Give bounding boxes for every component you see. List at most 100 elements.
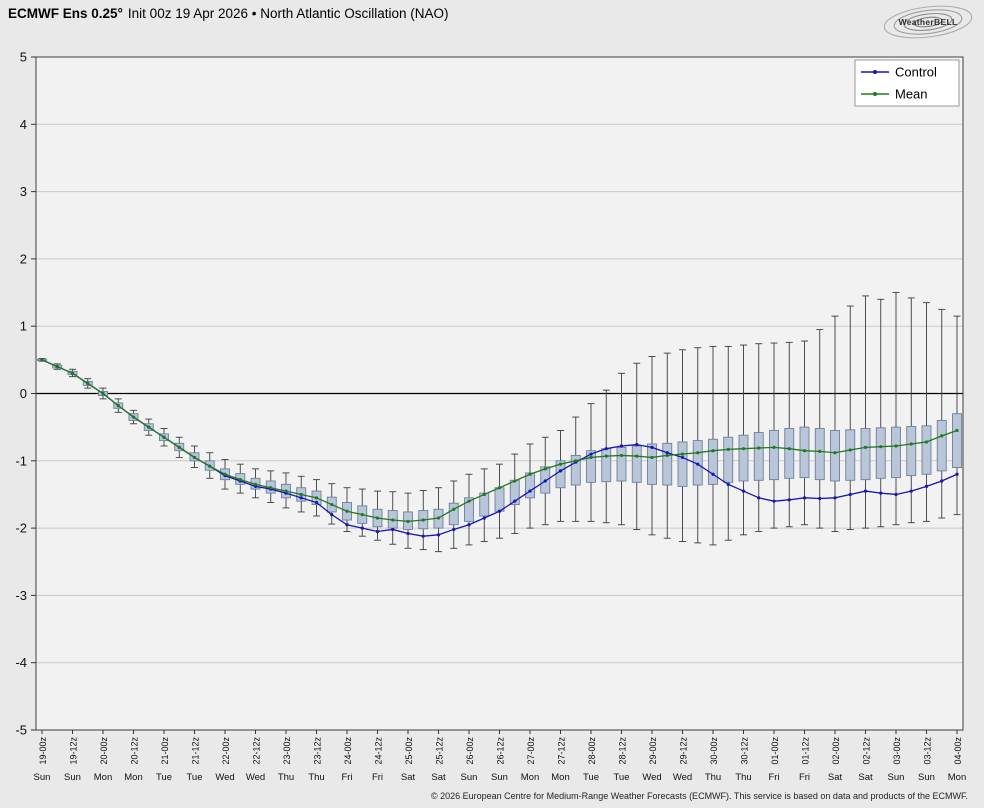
ensemble-box <box>738 434 749 482</box>
marker-dot <box>787 498 791 502</box>
marker-dot <box>284 489 288 493</box>
ensemble-box <box>662 442 673 486</box>
marker-dot <box>696 462 700 466</box>
x-tick-time-label: 28-00z <box>587 737 597 765</box>
marker-dot <box>909 442 913 446</box>
x-tick-day-label: Fri <box>372 772 383 783</box>
marker-dot <box>619 444 624 448</box>
marker-dot <box>848 492 852 497</box>
x-tick-day-label: Wed <box>673 772 692 783</box>
x-tick-time-label: 03-12z <box>923 737 933 765</box>
x-tick-time-label: 23-12z <box>313 737 323 765</box>
marker-dot <box>406 531 410 536</box>
x-tick-time-label: 29-12z <box>679 737 689 765</box>
marker-dot <box>436 533 441 537</box>
ensemble-box <box>616 446 627 482</box>
marker-dot <box>345 509 349 513</box>
marker-dot <box>86 381 90 386</box>
x-tick-time-label: 28-12z <box>618 737 628 765</box>
marker-dot <box>589 455 593 460</box>
marker-dot <box>924 440 929 444</box>
marker-dot <box>253 482 258 486</box>
marker-dot <box>238 478 242 482</box>
x-tick-day-label: Fri <box>799 772 810 783</box>
x-tick-time-label: 22-00z <box>221 737 231 765</box>
marker-dot <box>70 371 75 375</box>
weatherbell-logo: WeatherBELL <box>880 1 976 52</box>
x-tick-day-label: Wed <box>642 772 661 783</box>
x-tick-time-label: 26-00z <box>465 737 475 765</box>
y-tick-label: -4 <box>15 655 27 670</box>
x-tick-day-label: Thu <box>308 772 324 783</box>
marker-dot <box>467 523 471 527</box>
weatherbell-logo-text: WeatherBELL <box>899 17 958 27</box>
x-tick-time-label: 21-00z <box>160 737 170 765</box>
marker-dot <box>314 500 319 505</box>
x-tick-day-label: Sat <box>858 772 873 783</box>
x-tick-time-label: 26-12z <box>496 737 506 765</box>
x-tick-time-label: 24-00z <box>343 737 353 765</box>
marker-dot <box>513 499 517 503</box>
marker-dot <box>787 447 791 451</box>
marker-dot <box>574 459 578 463</box>
marker-dot <box>55 364 59 369</box>
x-tick-day-label: Sun <box>64 772 81 783</box>
x-tick-day-label: Sun <box>491 772 508 783</box>
marker-dot <box>696 451 700 455</box>
x-tick-day-label: Tue <box>583 772 599 783</box>
x-tick-day-label: Wed <box>246 772 265 783</box>
y-tick-label: 5 <box>20 50 27 65</box>
x-tick-day-label: Sun <box>918 772 935 783</box>
marker-dot <box>757 446 761 450</box>
chart-title-product: ECMWF Ens 0.25° <box>8 6 123 21</box>
ensemble-box <box>647 443 657 485</box>
chart-header: ECMWF Ens 0.25° Init 00z 19 Apr 2026 • No… <box>0 0 984 28</box>
ensemble-box <box>586 450 596 483</box>
x-tick-time-label: 02-12z <box>862 737 872 765</box>
x-tick-time-label: 19-12z <box>69 737 79 765</box>
marker-dot <box>665 451 669 455</box>
x-tick-time-label: 27-12z <box>557 737 567 765</box>
marker-dot <box>391 518 395 522</box>
x-tick-day-label: Tue <box>186 772 202 783</box>
page-title: ECMWF Ens 0.25° Init 00z 19 Apr 2026 • No… <box>8 6 449 21</box>
ensemble-box <box>601 448 612 483</box>
ensemble-box <box>799 426 810 479</box>
marker-dot <box>802 496 807 500</box>
x-tick-day-label: Tue <box>613 772 629 783</box>
ensemble-box <box>464 497 474 522</box>
x-tick-time-label: 23-00z <box>282 737 292 765</box>
x-tick-time-label: 01-12z <box>801 737 811 765</box>
marker-dot <box>802 449 807 453</box>
marker-dot <box>452 507 456 511</box>
y-tick-label: 3 <box>20 184 27 199</box>
marker-dot <box>589 452 593 456</box>
marker-dot <box>558 469 563 473</box>
marker-dot <box>848 448 852 452</box>
marker-dot <box>955 472 959 476</box>
marker-dot <box>909 489 913 493</box>
marker-dot <box>482 492 486 497</box>
marker-dot <box>452 527 456 532</box>
marker-dot <box>955 428 959 433</box>
marker-dot <box>894 492 898 497</box>
x-tick-time-label: 30-00z <box>709 737 719 765</box>
ensemble-box <box>814 428 825 481</box>
marker-dot <box>772 445 776 449</box>
marker-dot <box>391 527 395 532</box>
x-tick-day-label: Mon <box>124 772 142 783</box>
x-tick-day-label: Sat <box>828 772 843 783</box>
copyright-text: © 2026 European Centre for Medium-Range … <box>430 791 968 801</box>
ensemble-box <box>708 438 718 485</box>
x-tick-time-label: 21-12z <box>191 737 201 765</box>
marker-dot <box>360 513 364 517</box>
y-tick-label: -1 <box>15 453 27 468</box>
x-axis: 19-00z Sun 19-12z Sun 20-00z Mon 20-12z Mon 21-0… <box>34 730 966 783</box>
marker-dot <box>528 489 532 493</box>
x-tick-day-label: Fri <box>768 772 779 783</box>
marker-dot <box>40 358 44 362</box>
marker-dot <box>604 454 608 458</box>
x-tick-time-label: 30-12z <box>740 737 750 765</box>
marker-dot <box>330 513 334 517</box>
marker-dot <box>863 489 868 493</box>
